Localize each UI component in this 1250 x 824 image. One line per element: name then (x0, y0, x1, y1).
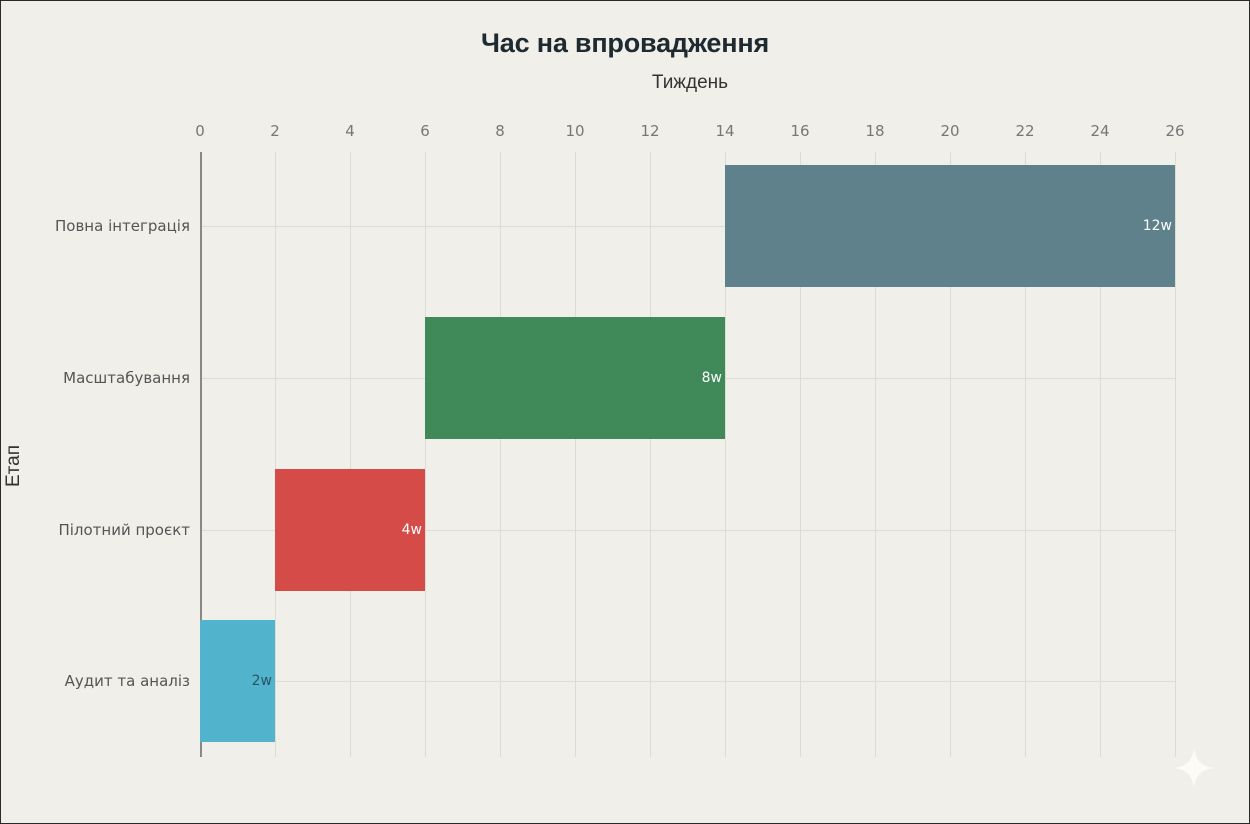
x-axis-label: Тиждень (651, 72, 729, 93)
h-gridline (200, 530, 1175, 531)
gantt-bar: 2w (200, 620, 275, 742)
v-gridline (425, 152, 426, 757)
v-gridline (650, 152, 651, 757)
y-axis-line (200, 152, 202, 757)
x-tick-label: 6 (420, 122, 430, 140)
y-axis-label: Етап (3, 444, 24, 488)
gantt-bar: 8w (425, 317, 725, 439)
x-tick-label: 20 (940, 122, 960, 140)
x-tick-label: 10 (565, 122, 585, 140)
h-gridline (200, 226, 1175, 227)
category-label: Пілотний проєкт (58, 521, 190, 539)
category-label: Масштабування (63, 369, 190, 387)
bar-value-label: 8w (701, 370, 722, 386)
v-gridline (1100, 152, 1101, 757)
chart-title: Час на впровадження (481, 28, 769, 58)
x-tick-label: 22 (1015, 122, 1035, 140)
x-tick-label: 14 (715, 122, 735, 140)
sparkle-icon (1174, 748, 1214, 788)
bar-value-label: 12w (1142, 218, 1172, 234)
x-tick-label: 0 (195, 122, 205, 140)
v-gridline (275, 152, 276, 757)
h-gridline (200, 681, 1175, 682)
gantt-bar: 12w (725, 165, 1175, 287)
bar-value-label: 4w (401, 522, 422, 538)
v-gridline (575, 152, 576, 757)
x-tick-label: 4 (345, 122, 355, 140)
x-tick-label: 2 (270, 122, 280, 140)
x-tick-label: 26 (1165, 122, 1185, 140)
x-tick-label: 8 (495, 122, 505, 140)
v-gridline (350, 152, 351, 757)
v-gridline (800, 152, 801, 757)
v-gridline (1025, 152, 1026, 757)
v-gridline (875, 152, 876, 757)
category-label: Аудит та аналіз (64, 672, 190, 690)
category-label: Повна інтеграція (55, 217, 190, 235)
v-gridline (500, 152, 501, 757)
bar-value-label: 2w (251, 673, 272, 689)
v-gridline (1175, 152, 1176, 757)
gantt-bar: 4w (275, 469, 425, 591)
x-tick-label: 24 (1090, 122, 1110, 140)
x-tick-label: 18 (865, 122, 885, 140)
x-tick-label: 16 (790, 122, 810, 140)
v-gridline (725, 152, 726, 757)
x-tick-label: 12 (640, 122, 660, 140)
v-gridline (950, 152, 951, 757)
